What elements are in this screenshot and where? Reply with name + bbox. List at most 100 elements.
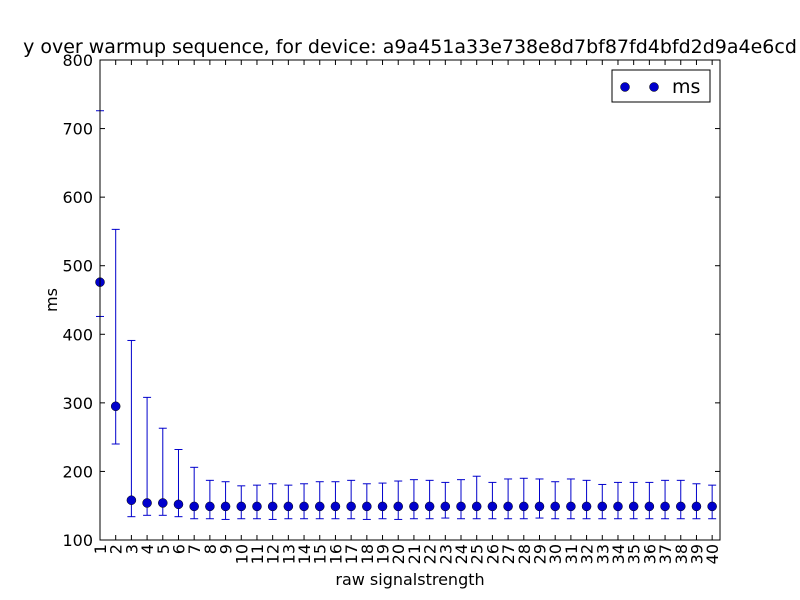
y-axis-label: ms	[42, 288, 61, 312]
data-point	[346, 501, 356, 512]
data-point	[252, 501, 262, 512]
x-tick-label: 39	[687, 544, 706, 564]
data-point	[628, 501, 639, 512]
data-point	[707, 501, 717, 512]
x-tick-label: 8	[201, 544, 220, 554]
x-tick-label: 35	[625, 544, 644, 564]
x-tick-label: 25	[468, 544, 487, 564]
data-point	[566, 501, 576, 512]
data-point	[676, 501, 686, 512]
x-tick-label: 34	[609, 544, 628, 564]
data-point	[126, 495, 137, 505]
data-point	[393, 501, 403, 512]
x-tick-label: 11	[248, 544, 267, 564]
x-tick-label: 32	[578, 544, 597, 564]
y-tick-label: 300	[62, 394, 93, 413]
data-point	[409, 501, 419, 512]
x-tick-label: 14	[295, 544, 314, 564]
legend: ms	[611, 69, 711, 103]
x-tick-label: 21	[405, 544, 424, 564]
legend-marker	[620, 82, 630, 92]
data-point	[440, 501, 451, 512]
y-ticks: 100 200 300 400 500 600 700 800	[62, 51, 720, 550]
x-tick-label: 30	[546, 544, 565, 564]
data-point	[597, 501, 608, 512]
x-tick-label: 18	[358, 544, 377, 564]
x-tick-label: 16	[326, 544, 345, 564]
x-tick-label: 1	[91, 544, 110, 554]
x-tick-label: 24	[452, 544, 471, 564]
data-point	[158, 498, 168, 508]
legend-marker	[649, 82, 659, 92]
x-tick-label: 26	[483, 544, 502, 564]
x-tick-label: 9	[217, 544, 236, 554]
x-tick-label: 4	[138, 544, 157, 554]
x-tick-label: 27	[499, 544, 518, 564]
x-tick-label: 36	[640, 544, 659, 564]
y-tick-label: 500	[62, 257, 93, 276]
x-tick-label: 5	[154, 544, 173, 554]
data-point	[487, 501, 498, 512]
data-point	[644, 501, 655, 512]
x-ticks: 1234567891011121314151617181920212223242…	[91, 60, 722, 564]
x-tick-label: 19	[374, 544, 393, 564]
x-tick-label: 6	[169, 544, 188, 554]
data-point	[534, 501, 545, 512]
data-point	[424, 501, 435, 512]
data-point	[503, 501, 513, 512]
x-tick-label: 31	[562, 544, 581, 564]
x-tick-label: 22	[421, 544, 440, 564]
data-point	[377, 501, 388, 512]
data-point	[471, 501, 482, 512]
data-point	[691, 501, 702, 512]
y-tick-label: 700	[62, 120, 93, 139]
data-point	[299, 501, 309, 512]
x-tick-label: 17	[342, 544, 361, 564]
x-tick-label: 40	[703, 544, 722, 564]
x-tick-label: 20	[389, 544, 408, 564]
data-point	[362, 501, 372, 512]
x-tick-label: 28	[515, 544, 534, 564]
x-tick-label: 37	[656, 544, 675, 564]
data-point	[550, 501, 560, 512]
data-point	[267, 501, 278, 512]
data-point	[142, 498, 152, 508]
data-point	[173, 499, 184, 510]
data-point	[236, 501, 247, 512]
y-tick-label: 400	[62, 325, 93, 344]
plot-frame	[99, 59, 721, 541]
data-point	[613, 501, 623, 512]
data-point	[283, 501, 294, 512]
y-tick-label: 200	[62, 462, 93, 481]
y-tick-label: 800	[62, 51, 93, 70]
x-tick-label: 33	[593, 544, 612, 564]
x-tick-label: 13	[279, 544, 298, 564]
y-tick-label: 100	[62, 531, 93, 550]
x-tick-label: 2	[107, 544, 126, 554]
x-axis-label: raw signalstrength	[335, 570, 484, 589]
legend-label: ms	[672, 76, 700, 98]
data-point	[660, 501, 670, 512]
data-point	[110, 401, 121, 412]
x-tick-label: 29	[530, 544, 549, 564]
data-point	[330, 501, 341, 512]
data-point	[519, 501, 529, 512]
x-tick-label: 15	[311, 544, 330, 564]
y-tick-label: 600	[62, 188, 93, 207]
data-point	[314, 501, 325, 512]
x-tick-label: 23	[436, 544, 455, 564]
data-point	[220, 501, 231, 512]
data-point	[189, 501, 199, 512]
data-point	[581, 501, 592, 512]
x-tick-label: 12	[264, 544, 283, 564]
chart-title: y over warmup sequence, for device: a9a4…	[23, 36, 797, 58]
data-point	[456, 501, 466, 512]
x-tick-label: 7	[185, 544, 204, 554]
x-tick-label: 10	[232, 544, 251, 564]
data-point	[205, 501, 215, 512]
x-tick-label: 3	[122, 544, 141, 554]
error-bars	[96, 110, 717, 520]
x-tick-label: 38	[672, 544, 691, 564]
